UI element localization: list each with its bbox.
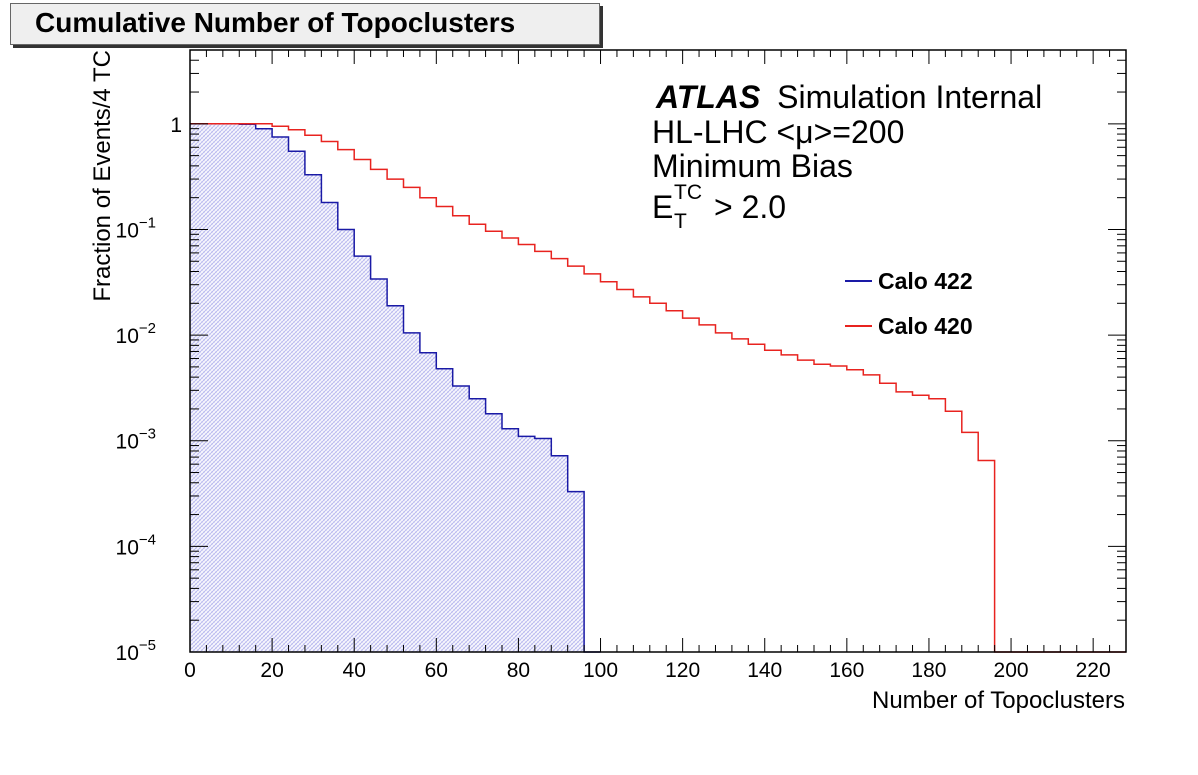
chart-title-box: Cumulative Number of Topoclusters [10, 3, 600, 45]
atlas-suffix: Simulation Internal [777, 79, 1042, 115]
y-tick-label: 1 [170, 114, 182, 137]
fill-layer [190, 123, 601, 653]
y-axis-label: Fraction of Events/4 TC [89, 50, 116, 302]
legend-label: Calo 422 [878, 268, 973, 294]
x-tick-label: 40 [343, 659, 366, 682]
x-tick-label: 60 [425, 659, 448, 682]
y-tick-label: 10−1 [116, 214, 156, 242]
x-tick-label: 0 [184, 659, 196, 682]
legend: Calo 422 Calo 420 [845, 268, 973, 339]
x-tick-label: 200 [994, 659, 1029, 682]
axis-layer: 0 20 40 60 80 100 120 140 160 180 200 220 1 10−1 10−2 1… [116, 49, 1127, 682]
x-tick-label: 160 [829, 659, 864, 682]
x-tick-label: 120 [665, 659, 700, 682]
x-axis-label: Number of Topoclusters [872, 687, 1125, 714]
atlas-bold: ATLAS [655, 79, 761, 115]
annotation-et-main: E [652, 189, 673, 225]
y-tick-label: 10−2 [116, 320, 156, 348]
x-tick-label: 80 [507, 659, 530, 682]
y-tick-label: 10−5 [116, 637, 156, 665]
label-layer: Number of Topoclusters Fraction of Event… [89, 50, 1125, 714]
annotation-line-3: Minimum Bias [652, 148, 853, 184]
chart-title: Cumulative Number of Topoclusters [35, 7, 516, 38]
x-tick-label: 180 [911, 659, 946, 682]
x-tick-label: 220 [1076, 659, 1111, 682]
x-tick-label: 100 [583, 659, 618, 682]
atlas-label: ATLAS Simulation Internal [655, 79, 1042, 115]
x-tick-label: 140 [747, 659, 782, 682]
legend-label: Calo 420 [878, 313, 973, 339]
y-tick-label: 10−3 [116, 426, 156, 454]
series-fill-calo-422 [190, 123, 601, 653]
x-tick-label: 20 [260, 659, 283, 682]
series-line-calo-420 [190, 123, 1126, 653]
annotation-et-cut: > 2.0 [714, 189, 786, 225]
annotation-line-2: HL-LHC <μ>=200 [652, 114, 904, 150]
series-layer [190, 123, 1126, 653]
annotation-et-sup: TC [674, 181, 702, 204]
series-line-calo-422 [190, 123, 601, 653]
annotation-et-sub: T [674, 210, 687, 233]
y-tick-label: 10−4 [116, 531, 156, 559]
